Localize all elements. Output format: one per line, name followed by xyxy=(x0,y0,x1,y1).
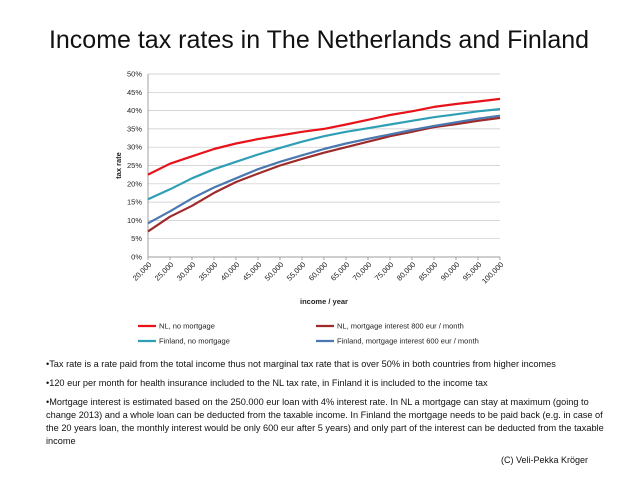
credit: (C) Veli-Pekka Kröger xyxy=(500,455,588,465)
note-total-income: •Tax rate is a rate paid from the total … xyxy=(46,359,556,369)
x-tick-label: 30,000 xyxy=(175,260,198,283)
y-tick-label: 30% xyxy=(127,143,142,152)
y-tick-label: 10% xyxy=(127,216,142,225)
y-tick-label: 15% xyxy=(127,198,142,207)
tax-rate-line-chart: 0% 5% 10% 15% 20% 25% 30% 35% 40% 45% 50% 20,000 25… xyxy=(114,70,506,346)
y-tick-label: 5% xyxy=(131,234,142,243)
y-tick-label: 25% xyxy=(127,161,142,170)
y-tick-label: 0% xyxy=(131,253,142,262)
y-axis-ticks: 0% 5% 10% 15% 20% 25% 30% 35% 40% 45% 50% xyxy=(127,70,142,262)
y-tick-label: 35% xyxy=(127,124,142,133)
y-tick-label: 50% xyxy=(127,70,142,79)
notes: •Tax rate is a rate paid from the total … xyxy=(46,358,606,454)
y-tick-label: 45% xyxy=(127,88,142,97)
x-tick-label: 60,000 xyxy=(307,260,330,283)
x-tick-label: 85,000 xyxy=(417,260,440,283)
x-tick-label: 35,000 xyxy=(197,260,220,283)
x-axis-title: income / year xyxy=(300,297,348,306)
x-tick-label: 25,000 xyxy=(153,260,176,283)
legend-label: NL, no mortgage xyxy=(159,322,215,331)
x-tick-label: 45,000 xyxy=(241,260,264,283)
note-health-insurance: •120 eur per month for health insurance … xyxy=(46,378,488,388)
x-tick-label: 50,000 xyxy=(263,260,286,283)
x-tick-label: 100,000 xyxy=(480,260,506,286)
legend-label: Finland, mortgage interest 600 eur / mon… xyxy=(337,337,479,346)
x-tick-label: 40,000 xyxy=(219,260,242,283)
x-tick-label: 75,000 xyxy=(373,260,396,283)
series-line xyxy=(147,108,501,201)
legend-label: NL, mortgage interest 800 eur / month xyxy=(337,322,464,331)
note-mortgage: •Mortgage interest is estimated based on… xyxy=(46,397,604,446)
y-tick-label: 40% xyxy=(127,106,142,115)
slide-title: Income tax rates in The Netherlands and … xyxy=(48,26,590,54)
series-line xyxy=(147,114,501,225)
x-tick-label: 80,000 xyxy=(395,260,418,283)
x-tick-label: 20,000 xyxy=(131,260,154,283)
series-line xyxy=(147,97,501,176)
x-tick-label: 90,000 xyxy=(439,260,462,283)
x-axis-ticks: 20,000 25,000 30,000 35,000 40,000 45,000 50,0… xyxy=(131,257,506,286)
gridlines xyxy=(148,73,500,258)
x-tick-label: 55,000 xyxy=(285,260,308,283)
y-tick-label: 20% xyxy=(127,179,142,188)
x-tick-label: 65,000 xyxy=(329,260,352,283)
y-axis-title: tax rate xyxy=(114,152,123,179)
x-tick-label: 70,000 xyxy=(351,260,374,283)
legend-label: Finland, no mortgage xyxy=(159,337,230,346)
series-lines xyxy=(147,97,501,233)
legend: NL, no mortgage NL, mortgage interest 800… xyxy=(138,322,479,346)
series-line xyxy=(147,116,501,233)
